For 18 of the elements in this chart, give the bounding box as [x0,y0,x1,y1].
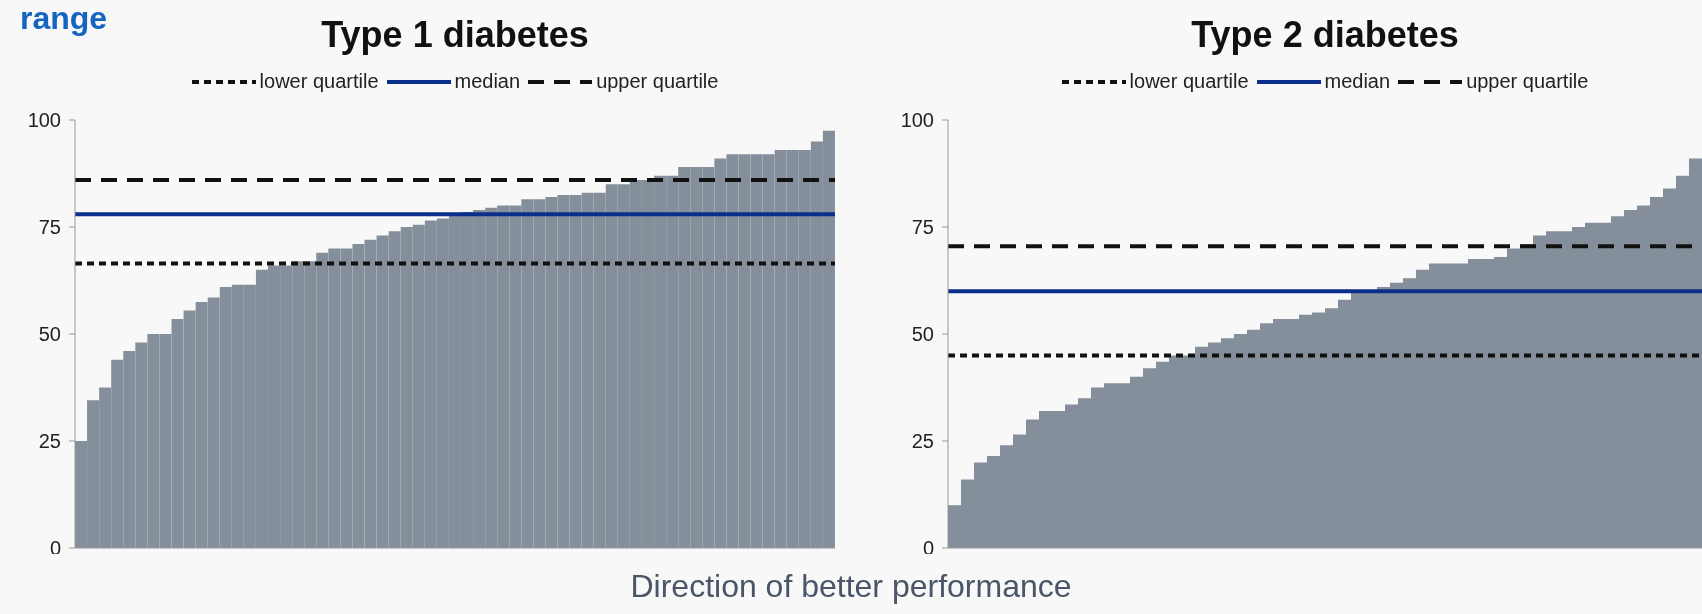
legend-label: upper quartile [1466,70,1589,93]
y-tick-label: 25 [38,430,61,453]
chart-title: Type 1 diabetes [321,14,589,55]
legend-label: median [454,70,521,93]
legend-label: lower quartile [1129,70,1249,93]
y-tick-label: 50 [911,323,934,346]
legend-label: lower quartile [259,70,379,93]
chart-title: Type 2 diabetes [1190,13,1460,57]
legend-label: upper quartile [596,70,719,93]
y-tick-label: 75 [38,216,61,239]
text: Direction of better performance [629,568,1073,605]
y-tick-label: 50 [38,323,61,346]
y-tick-label: 100 [900,109,934,132]
y-tick-label: 100 [27,109,61,132]
y-tick-label: 25 [911,430,934,453]
y-tick-label: 75 [911,216,934,239]
legend-label: median [1324,70,1391,93]
text: range [20,0,108,37]
